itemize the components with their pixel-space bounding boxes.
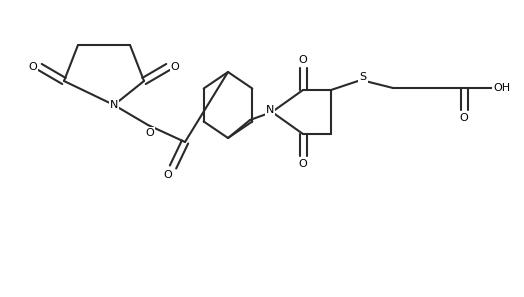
Text: OH: OH <box>494 83 510 93</box>
Text: O: O <box>460 113 468 123</box>
Text: N: N <box>266 105 274 115</box>
Text: O: O <box>163 170 172 180</box>
Text: O: O <box>29 62 37 72</box>
Text: O: O <box>299 55 308 65</box>
Text: O: O <box>146 128 155 138</box>
Text: N: N <box>110 100 118 110</box>
Text: O: O <box>299 159 308 169</box>
Text: S: S <box>359 72 367 82</box>
Text: O: O <box>171 62 179 72</box>
